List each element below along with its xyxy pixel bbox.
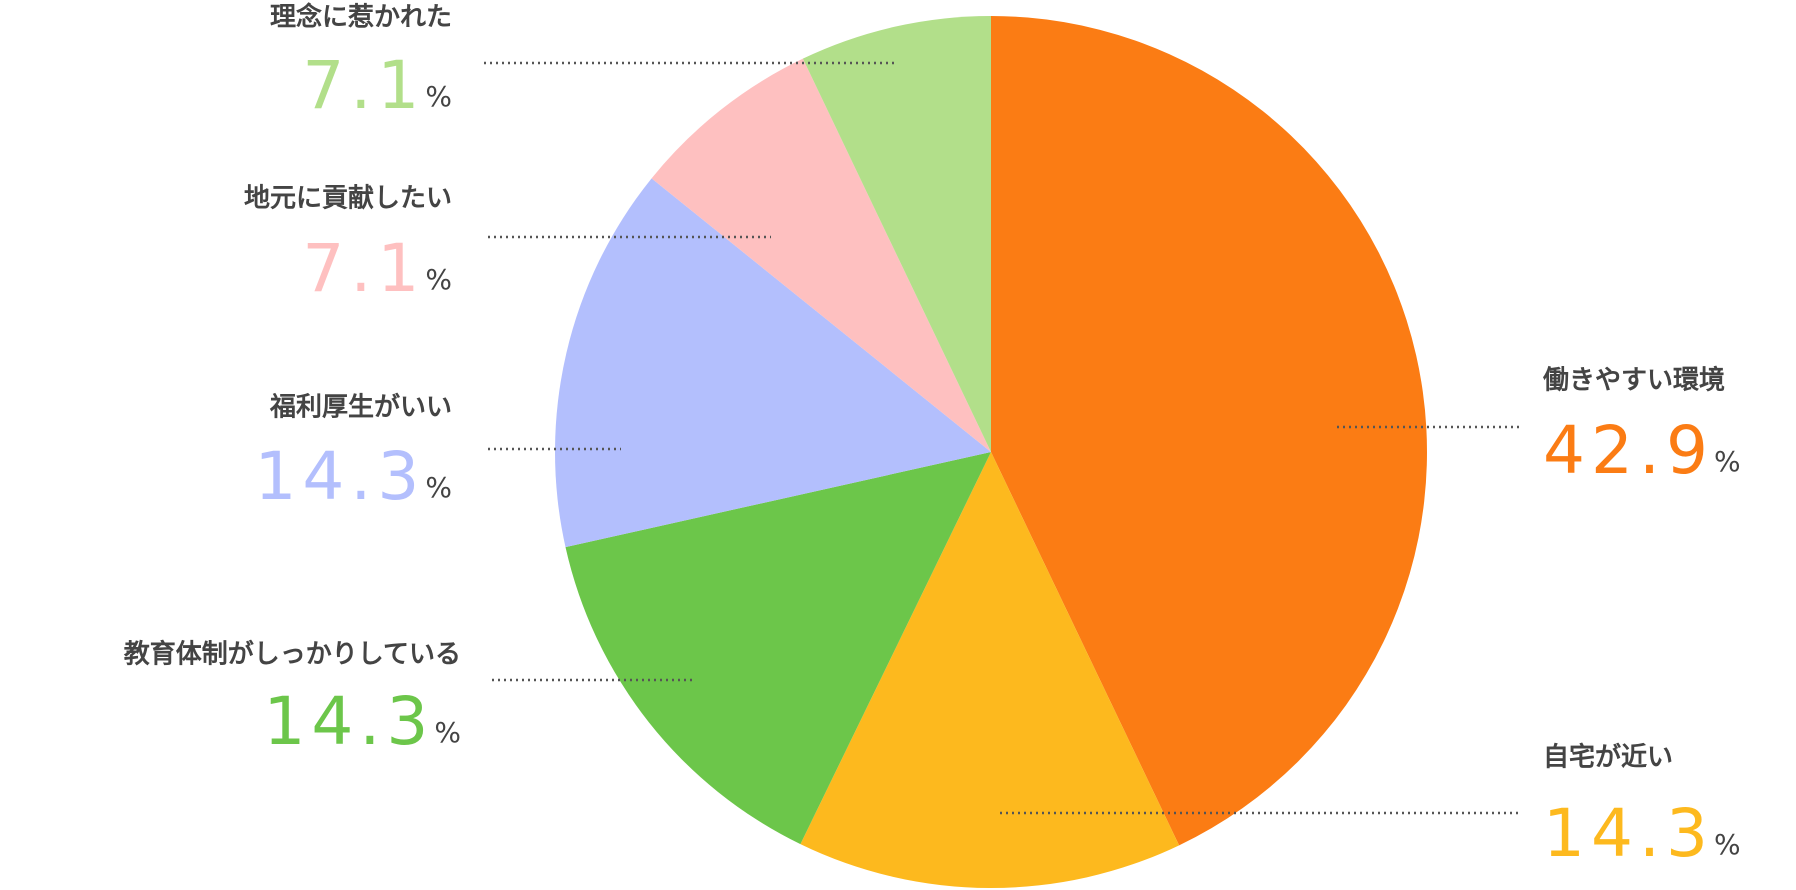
value-unit: % <box>434 716 461 749</box>
category-label: 働きやすい環境 <box>1542 365 1725 396</box>
value-number: 14.3 <box>263 683 434 760</box>
value-label: 14.3% <box>1543 795 1741 872</box>
value-label: 42.9% <box>1543 412 1741 489</box>
value-label: 7.1% <box>302 47 452 124</box>
pie-slice <box>651 58 991 453</box>
category-label: 教育体制がしっかりしている <box>124 639 461 670</box>
value-number: 7.1 <box>302 230 425 307</box>
pie-slice <box>555 178 991 548</box>
pie-slice <box>991 16 1427 846</box>
value-unit: % <box>425 80 452 113</box>
value-unit: % <box>1714 828 1741 861</box>
value-label: 14.3% <box>254 438 452 515</box>
value-unit: % <box>425 263 452 296</box>
value-label: 14.3% <box>263 683 461 760</box>
value-label: 7.1% <box>302 230 452 307</box>
category-label: 理念に惹かれた <box>270 2 452 33</box>
pie-slice <box>802 16 991 452</box>
value-number: 42.9 <box>1543 412 1714 489</box>
value-number: 14.3 <box>254 438 425 515</box>
value-unit: % <box>1714 445 1741 478</box>
pie-slice <box>800 452 1180 888</box>
value-number: 7.1 <box>302 47 425 124</box>
category-label: 自宅が近い <box>1543 742 1673 773</box>
value-number: 14.3 <box>1543 795 1714 872</box>
category-label: 地元に貢献したい <box>244 184 452 214</box>
value-unit: % <box>425 471 452 504</box>
pie-slice <box>565 452 991 845</box>
category-label: 福利厚生がいい <box>269 392 452 423</box>
